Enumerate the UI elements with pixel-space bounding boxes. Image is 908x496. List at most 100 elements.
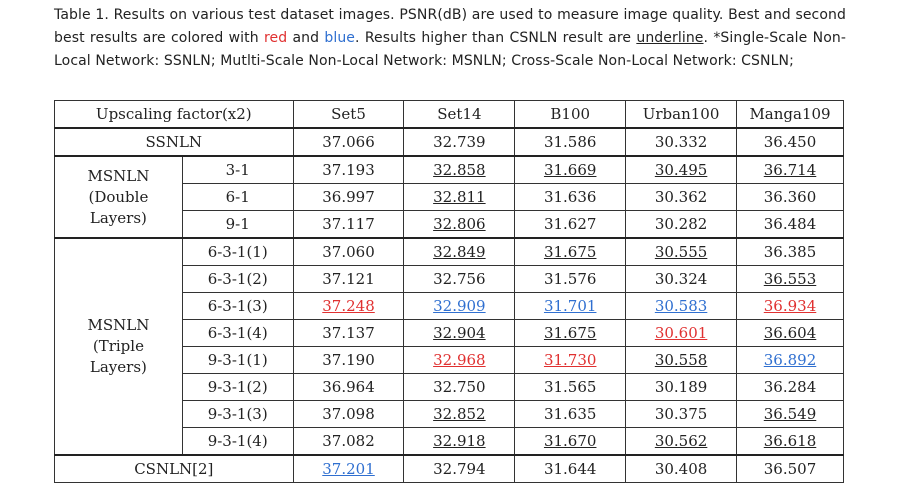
value-cell: 36.450: [736, 127, 844, 157]
psnr-value: 37.248: [322, 297, 375, 315]
psnr-value: 30.282: [654, 215, 708, 233]
value-cell: 31.644: [514, 454, 627, 483]
psnr-value: 30.495: [654, 161, 708, 179]
psnr-value: 32.852: [433, 405, 486, 423]
psnr-value: 30.375: [654, 405, 708, 423]
psnr-value: 31.586: [543, 133, 597, 151]
caption-red-word: red: [263, 30, 288, 46]
psnr-value: 31.670: [543, 432, 597, 450]
group-label-line: MSNLN: [87, 316, 150, 334]
caption-blue-word: blue: [324, 30, 356, 46]
psnr-value: 36.284: [763, 378, 817, 396]
psnr-value: 37.098: [322, 405, 375, 423]
config-label-cell: 9-3-1(2): [181, 373, 294, 401]
value-cell: 30.562: [625, 427, 738, 456]
psnr-value: 30.408: [654, 460, 708, 478]
psnr-value: 31.701: [543, 297, 597, 315]
table-row: SSNLN 37.066 32.739 31.586 30.332 36.450: [54, 127, 844, 157]
psnr-value: 36.997: [322, 188, 375, 206]
psnr-value: 36.604: [763, 324, 817, 342]
value-cell: 32.750: [403, 373, 516, 401]
value-cell: 32.852: [403, 400, 516, 428]
value-cell: 36.964: [292, 373, 405, 401]
psnr-value: 32.750: [433, 378, 486, 396]
psnr-value: 30.332: [654, 133, 708, 151]
table-row: CSNLN[2] 37.201 32.794 31.644 30.408 36.507: [54, 454, 844, 483]
psnr-value: 32.806: [433, 215, 486, 233]
value-cell: 36.507: [736, 454, 844, 483]
value-cell: 37.190: [292, 346, 405, 374]
value-cell: 36.934: [736, 292, 844, 320]
value-cell: 32.739: [403, 127, 516, 157]
header-cell-upscaling: Upscaling factor(x2): [54, 100, 294, 129]
value-cell: 31.670: [514, 427, 627, 456]
caption-text-3: . *Single-Scale Non-Local Network: SSNLN…: [54, 30, 846, 69]
psnr-value: 32.968: [433, 351, 486, 369]
group-label-line: Layers): [89, 208, 147, 227]
psnr-value: 32.909: [433, 297, 486, 315]
psnr-value: 30.562: [654, 432, 708, 450]
results-table-body: Upscaling factor(x2) Set5 Set14 B100 Urb…: [54, 100, 844, 483]
psnr-value: 36.450: [763, 133, 817, 151]
value-cell: 32.968: [403, 346, 516, 374]
psnr-value: 32.904: [433, 324, 486, 342]
config-label-cell: 6-3-1(1): [181, 237, 294, 266]
psnr-value: 37.193: [322, 161, 375, 179]
value-cell: 36.892: [736, 346, 844, 374]
table-row: MSNLN (Triple Layers) 6-3-1(1) 37.060 32.849 3…: [54, 237, 844, 456]
psnr-value: 37.137: [322, 324, 375, 342]
psnr-value: 36.934: [763, 297, 817, 315]
table-row: 9-3-1(2) 36.964 32.750 31.565 30.189 36.284: [55, 373, 844, 401]
value-cell: 36.618: [736, 427, 844, 456]
psnr-value: 36.892: [763, 351, 817, 369]
value-cell: 32.794: [403, 454, 516, 483]
value-cell: 31.565: [514, 373, 627, 401]
value-cell: 32.858: [403, 155, 516, 184]
value-cell: 32.849: [403, 237, 516, 266]
value-cell: 31.675: [514, 319, 627, 347]
psnr-value: 37.066: [322, 133, 375, 151]
config-label-cell: 9-1: [181, 210, 294, 239]
psnr-value: 31.627: [543, 215, 597, 233]
value-cell: 31.627: [514, 210, 627, 239]
psnr-value: 31.636: [543, 188, 597, 206]
value-cell: 31.635: [514, 400, 627, 428]
value-cell: 36.553: [736, 265, 844, 293]
table-row: 6-3-1(3) 37.248 32.909 31.701 30.583 36.934: [55, 292, 844, 320]
value-cell: 30.555: [625, 237, 738, 266]
value-cell: 37.121: [292, 265, 405, 293]
value-cell: 37.082: [292, 427, 405, 456]
group-label-cell: MSNLN (Triple Layers): [54, 237, 183, 456]
psnr-value: 30.558: [654, 351, 708, 369]
value-cell: 32.918: [403, 427, 516, 456]
value-cell: 37.248: [292, 292, 405, 320]
value-cell: 32.904: [403, 319, 516, 347]
psnr-value: 36.507: [763, 460, 817, 478]
psnr-value: 31.669: [543, 161, 597, 179]
value-cell: 30.495: [625, 155, 738, 184]
value-cell: 36.484: [736, 210, 844, 239]
psnr-value: 30.189: [654, 378, 708, 396]
value-cell: 36.284: [736, 373, 844, 401]
value-cell: 32.756: [403, 265, 516, 293]
table-row: 6-3-1(4) 37.137 32.904 31.675 30.601 36.604: [55, 319, 844, 347]
psnr-value: 32.739: [433, 133, 486, 151]
psnr-value: 31.576: [543, 270, 597, 288]
header-cell-urban100: Urban100: [625, 100, 738, 129]
results-table: Upscaling factor(x2) Set5 Set14 B100 Urb…: [54, 100, 844, 483]
psnr-value: 36.618: [763, 432, 817, 450]
psnr-value: 36.549: [763, 405, 817, 423]
table-caption: Table 1. Results on various test dataset…: [54, 4, 846, 73]
psnr-value: 32.918: [433, 432, 486, 450]
caption-and-word: and: [287, 30, 325, 46]
psnr-value: 36.385: [763, 243, 817, 261]
header-cell-manga109: Manga109: [736, 100, 844, 129]
value-cell: 37.098: [292, 400, 405, 428]
value-cell: 36.714: [736, 155, 844, 184]
value-cell: 31.576: [514, 265, 627, 293]
psnr-value: 31.675: [543, 324, 597, 342]
psnr-value: 31.644: [543, 460, 597, 478]
value-cell: 37.137: [292, 319, 405, 347]
psnr-value: 30.601: [654, 324, 708, 342]
psnr-value: 37.201: [322, 460, 375, 478]
